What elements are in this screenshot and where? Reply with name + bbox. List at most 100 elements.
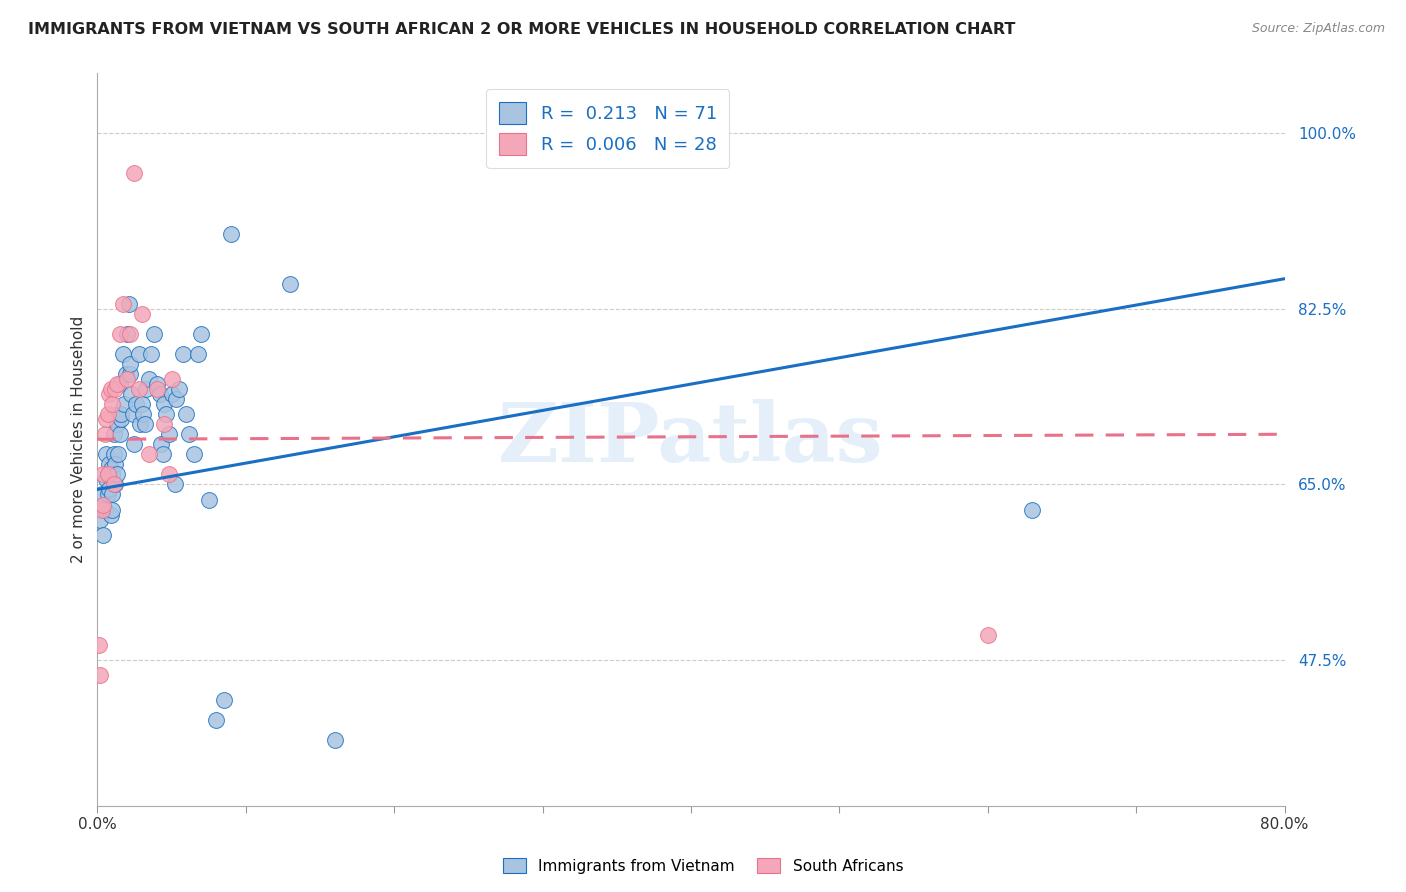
Point <box>100 382 122 396</box>
Point <box>149 387 172 401</box>
Point <box>96 412 118 426</box>
Point <box>128 347 150 361</box>
Point <box>124 166 146 180</box>
Point <box>183 447 205 461</box>
Point <box>142 326 165 341</box>
Point <box>160 387 183 401</box>
Point <box>205 714 228 728</box>
Point <box>121 387 143 401</box>
Point <box>98 483 121 497</box>
Text: ZIPatlas: ZIPatlas <box>498 400 884 479</box>
Point <box>96 447 118 461</box>
Point <box>87 638 110 652</box>
Point <box>108 427 131 442</box>
Point <box>97 407 120 421</box>
Point <box>157 467 180 482</box>
Point <box>155 407 177 421</box>
Point <box>197 492 219 507</box>
Point <box>105 417 128 432</box>
Point <box>112 397 135 411</box>
Point <box>108 377 131 392</box>
Point <box>124 437 146 451</box>
Point <box>138 372 160 386</box>
Point <box>94 502 117 516</box>
Point <box>323 733 346 747</box>
Point <box>977 628 1000 642</box>
Point <box>135 382 157 396</box>
Point <box>96 472 118 486</box>
Point <box>1021 502 1043 516</box>
Point <box>153 397 176 411</box>
Point <box>153 417 176 432</box>
Point <box>89 668 111 682</box>
Point <box>131 307 153 321</box>
Point <box>278 277 301 291</box>
Text: Source: ZipAtlas.com: Source: ZipAtlas.com <box>1251 22 1385 36</box>
Point <box>150 437 173 451</box>
Point <box>103 447 125 461</box>
Point <box>110 412 132 426</box>
Point <box>129 417 152 432</box>
Point <box>91 498 114 512</box>
Point <box>139 347 162 361</box>
Point <box>105 467 128 482</box>
Point <box>94 427 117 442</box>
Point <box>145 382 167 396</box>
Point <box>157 427 180 442</box>
Point <box>165 392 187 406</box>
Point <box>103 477 125 491</box>
Point <box>190 326 212 341</box>
Point <box>160 372 183 386</box>
Legend: Immigrants from Vietnam, South Africans: Immigrants from Vietnam, South Africans <box>496 852 910 880</box>
Point <box>101 487 124 501</box>
Point <box>90 502 112 516</box>
Point <box>179 427 201 442</box>
Point <box>125 397 148 411</box>
Point <box>98 458 121 472</box>
Point <box>107 447 129 461</box>
Y-axis label: 2 or more Vehicles in Household: 2 or more Vehicles in Household <box>72 316 86 563</box>
Point <box>115 372 138 386</box>
Point <box>110 407 132 421</box>
Point <box>104 477 127 491</box>
Point <box>176 407 198 421</box>
Point <box>122 407 145 421</box>
Point <box>91 527 114 541</box>
Point <box>98 387 121 401</box>
Point <box>107 407 129 421</box>
Point <box>152 447 174 461</box>
Point <box>111 347 134 361</box>
Point <box>163 477 186 491</box>
Point <box>108 326 131 341</box>
Point <box>114 367 136 381</box>
Point <box>101 467 124 482</box>
Point <box>219 227 242 241</box>
Point <box>131 397 153 411</box>
Point <box>118 367 141 381</box>
Point <box>104 382 127 396</box>
Point <box>97 467 120 482</box>
Point <box>105 377 128 392</box>
Text: IMMIGRANTS FROM VIETNAM VS SOUTH AFRICAN 2 OR MORE VEHICLES IN HOUSEHOLD CORRELA: IMMIGRANTS FROM VIETNAM VS SOUTH AFRICAN… <box>28 22 1015 37</box>
Point <box>172 347 194 361</box>
Point <box>167 382 190 396</box>
Point <box>101 397 124 411</box>
Point <box>89 512 111 526</box>
Point <box>101 502 124 516</box>
Point <box>128 382 150 396</box>
Point <box>118 326 141 341</box>
Point <box>134 417 156 432</box>
Point <box>187 347 209 361</box>
Point <box>118 357 141 371</box>
Point <box>111 297 134 311</box>
Point <box>104 458 127 472</box>
Point <box>212 693 235 707</box>
Point <box>115 326 138 341</box>
Point <box>90 487 112 501</box>
Point <box>103 427 125 442</box>
Point <box>97 487 120 501</box>
Point <box>117 297 139 311</box>
Point <box>97 467 120 482</box>
Point <box>91 467 114 482</box>
Point <box>145 377 167 392</box>
